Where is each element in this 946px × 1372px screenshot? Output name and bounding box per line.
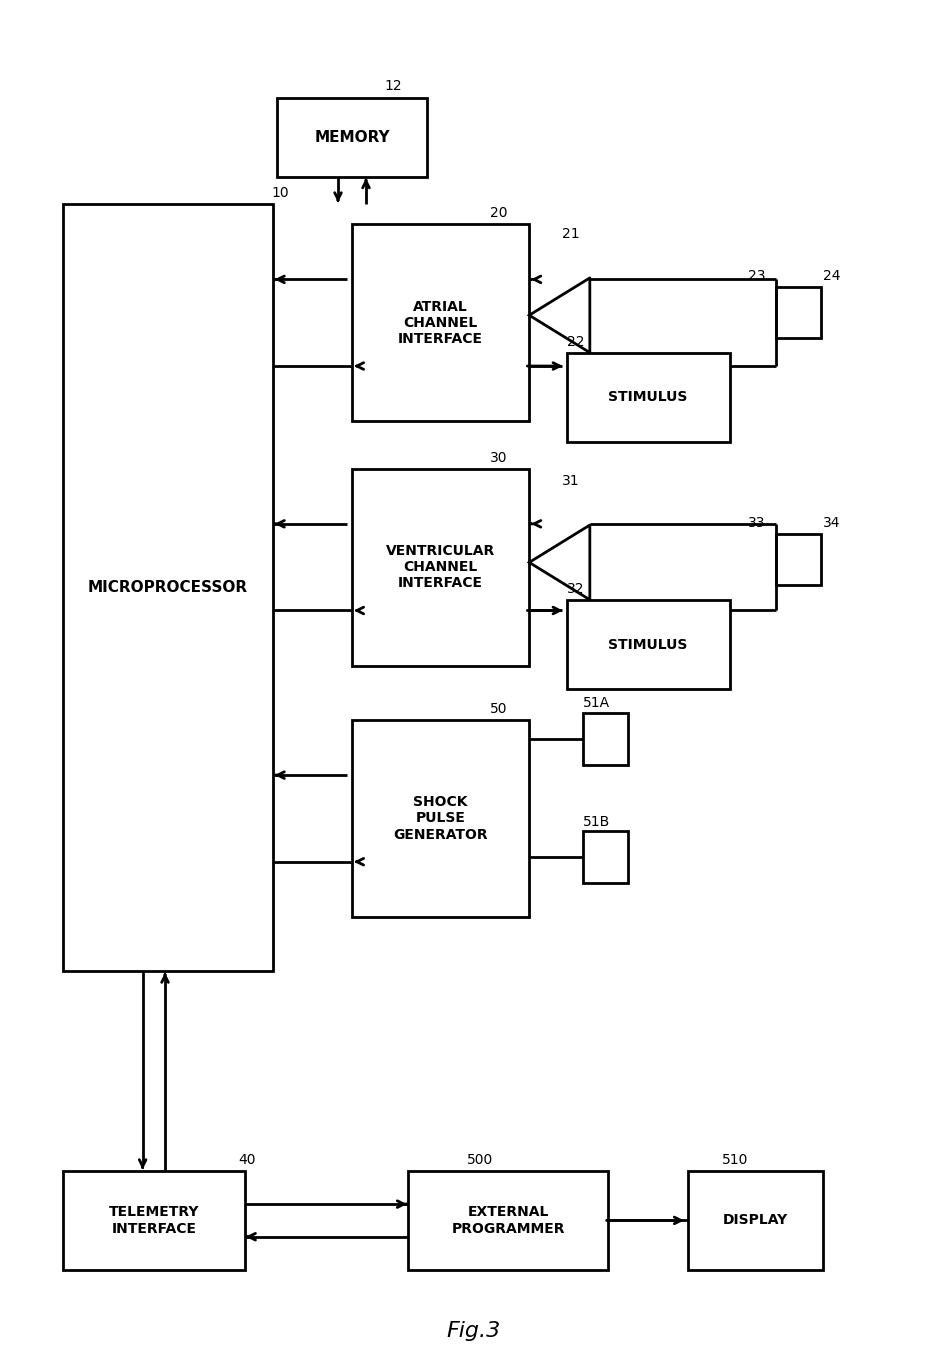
Text: 510: 510 — [722, 1152, 748, 1166]
Text: 33: 33 — [748, 516, 765, 530]
Text: 23: 23 — [748, 269, 765, 283]
Bar — [408, 1170, 608, 1270]
Bar — [352, 720, 529, 916]
Bar — [352, 224, 529, 421]
Text: 31: 31 — [562, 473, 579, 487]
Bar — [277, 97, 427, 177]
Bar — [352, 469, 529, 665]
Bar — [776, 534, 821, 586]
Bar — [583, 831, 628, 884]
Text: 500: 500 — [466, 1152, 493, 1166]
Bar — [62, 1170, 245, 1270]
Bar — [776, 287, 821, 339]
Text: ATRIAL
CHANNEL
INTERFACE: ATRIAL CHANNEL INTERFACE — [398, 299, 482, 346]
Text: 20: 20 — [490, 206, 507, 220]
Bar — [567, 601, 729, 689]
Text: 40: 40 — [238, 1152, 255, 1166]
Bar — [567, 353, 729, 442]
Text: MICROPROCESSOR: MICROPROCESSOR — [88, 580, 248, 595]
Text: 21: 21 — [562, 226, 579, 240]
Text: MEMORY: MEMORY — [314, 130, 390, 145]
Text: 51A: 51A — [583, 697, 610, 711]
Text: 22: 22 — [567, 335, 584, 350]
Text: 34: 34 — [822, 516, 840, 530]
Text: 12: 12 — [384, 78, 402, 92]
Text: VENTRICULAR
CHANNEL
INTERFACE: VENTRICULAR CHANNEL INTERFACE — [386, 543, 495, 590]
Bar — [62, 204, 272, 971]
Text: Fig.3: Fig.3 — [446, 1321, 500, 1340]
Text: 32: 32 — [567, 582, 584, 597]
Text: SHOCK
PULSE
GENERATOR: SHOCK PULSE GENERATOR — [394, 796, 488, 841]
Text: STIMULUS: STIMULUS — [608, 391, 688, 405]
Text: 24: 24 — [822, 269, 840, 283]
Text: 30: 30 — [490, 450, 507, 465]
Text: EXTERNAL
PROGRAMMER: EXTERNAL PROGRAMMER — [451, 1206, 565, 1236]
Text: 51B: 51B — [583, 815, 610, 829]
Text: 50: 50 — [490, 702, 507, 716]
Text: 10: 10 — [272, 185, 289, 200]
Bar — [583, 713, 628, 764]
Text: TELEMETRY
INTERFACE: TELEMETRY INTERFACE — [109, 1206, 199, 1236]
Text: DISPLAY: DISPLAY — [723, 1213, 788, 1228]
Text: STIMULUS: STIMULUS — [608, 638, 688, 652]
Bar — [688, 1170, 822, 1270]
